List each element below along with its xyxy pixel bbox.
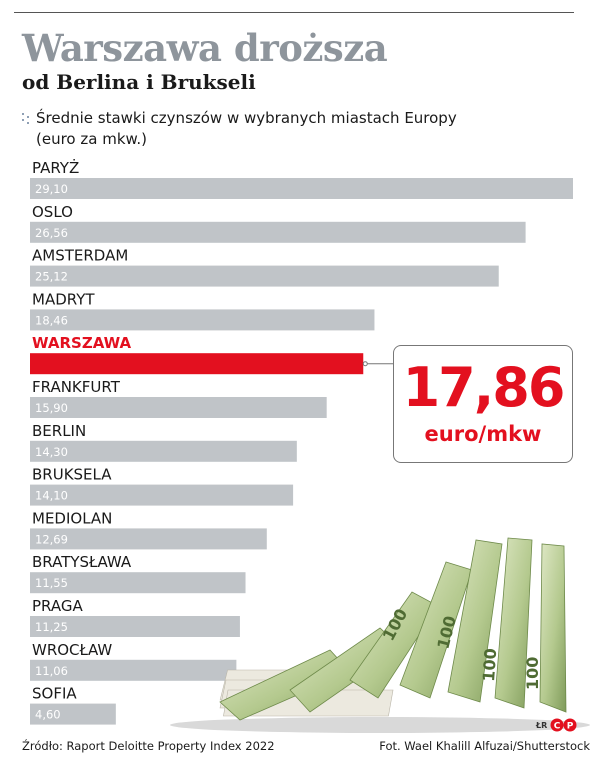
logo-text: ŁR bbox=[536, 721, 548, 730]
callout-value: 17,86 bbox=[402, 356, 566, 419]
value-label: 14,10 bbox=[35, 489, 68, 503]
bar bbox=[30, 397, 327, 418]
category-label: FRANKFURT bbox=[32, 378, 121, 396]
bar-highlight bbox=[30, 353, 364, 375]
publisher-logo: ŁR C P bbox=[536, 718, 578, 734]
bar bbox=[30, 572, 246, 594]
bar bbox=[30, 659, 237, 681]
bar bbox=[30, 484, 294, 506]
chart-subtitle: od Berlina i Brukseli bbox=[22, 70, 256, 94]
source-note: Źródło: Raport Deloitte Property Index 2… bbox=[22, 739, 275, 753]
value-label: 14,30 bbox=[35, 445, 68, 459]
category-label: AMSTERDAM bbox=[32, 247, 128, 265]
bar bbox=[30, 528, 267, 550]
svg-text:100: 100 bbox=[479, 648, 500, 683]
bar bbox=[30, 221, 526, 243]
bar bbox=[30, 703, 116, 725]
connector-dot bbox=[362, 361, 368, 367]
callout-unit: euro/mkw bbox=[424, 422, 542, 446]
category-label: MEDIOLAN bbox=[32, 509, 112, 527]
dots-icon bbox=[22, 113, 30, 127]
value-label: 11,06 bbox=[35, 664, 68, 678]
value-label: 15,90 bbox=[35, 401, 68, 415]
category-label: WARSZAWA bbox=[32, 334, 132, 352]
category-label: WROCŁAW bbox=[32, 641, 112, 659]
category-label: OSLO bbox=[32, 203, 73, 221]
category-label: MADRYT bbox=[32, 290, 95, 308]
category-label: PARYŻ bbox=[32, 158, 79, 177]
svg-text:P: P bbox=[567, 722, 574, 732]
bar bbox=[30, 309, 375, 331]
bar bbox=[30, 616, 240, 637]
bar bbox=[30, 178, 573, 199]
value-label: 11,25 bbox=[35, 620, 68, 634]
top-rule bbox=[14, 12, 574, 13]
bar bbox=[30, 440, 297, 462]
bar bbox=[30, 265, 499, 287]
category-label: PRAGA bbox=[32, 597, 83, 615]
value-label: 29,10 bbox=[35, 182, 68, 196]
chart-title: Warszawa droższa bbox=[22, 26, 388, 70]
value-label: 11,55 bbox=[35, 576, 68, 590]
value-label: 18,46 bbox=[35, 313, 68, 327]
svg-text:100: 100 bbox=[523, 657, 542, 690]
value-label: 12,69 bbox=[35, 532, 68, 546]
value-label: 25,12 bbox=[35, 270, 68, 284]
value-label: 4,60 bbox=[35, 708, 61, 722]
chart-description: Średnie stawki czynszów w wybranych mias… bbox=[36, 109, 457, 148]
category-label: BRATYSŁAWA bbox=[32, 553, 132, 571]
euro-banknotes-photo: 100 100 100 100 bbox=[170, 537, 590, 733]
category-label: BRUKSELA bbox=[32, 466, 112, 484]
category-label: BERLIN bbox=[32, 422, 86, 440]
photo-credit: Fot. Wael Khalill Alfuzai/Shutterstock bbox=[379, 739, 590, 753]
value-label: 26,56 bbox=[35, 226, 68, 240]
svg-text:C: C bbox=[554, 722, 561, 732]
category-label: SOFIA bbox=[32, 685, 77, 703]
cp-logo-icon: C P bbox=[550, 718, 577, 732]
highlight-callout: 17,86 euro/mkw bbox=[393, 345, 573, 463]
